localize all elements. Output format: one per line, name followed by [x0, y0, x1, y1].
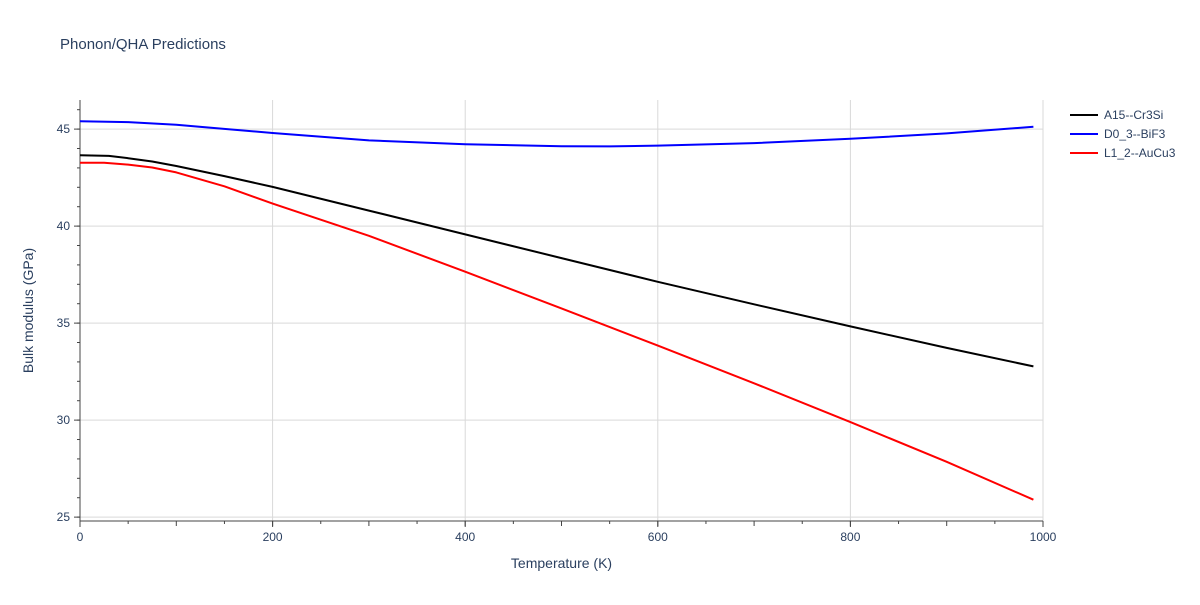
y-tick-label: 25 [57, 510, 71, 524]
x-tick-label: 0 [77, 530, 84, 544]
legend-label-0: A15--Cr3Si [1104, 108, 1163, 122]
legend-label-1: D0_3--BiF3 [1104, 127, 1166, 141]
x-tick-label: 200 [263, 530, 283, 544]
series-line-0 [79, 154, 1034, 368]
series-line-2 [80, 161, 1034, 501]
chart-title: Phonon/QHA Predictions [60, 36, 226, 53]
x-tick-label: 600 [648, 530, 668, 544]
y-tick-label: 35 [57, 316, 71, 330]
x-tick-label: 800 [840, 530, 860, 544]
y-tick-label: 30 [57, 413, 71, 427]
legend-label-2: L1_2--AuCu3 [1104, 146, 1176, 160]
x-axis-title: Temperature (K) [511, 555, 612, 571]
y-axis-title: Bulk modulus (GPa) [20, 248, 36, 373]
series-line-1 [79, 120, 1034, 148]
y-tick-label: 45 [57, 122, 71, 136]
x-tick-label: 400 [455, 530, 475, 544]
x-tick-label: 1000 [1030, 530, 1057, 544]
y-tick-label: 40 [57, 219, 71, 233]
